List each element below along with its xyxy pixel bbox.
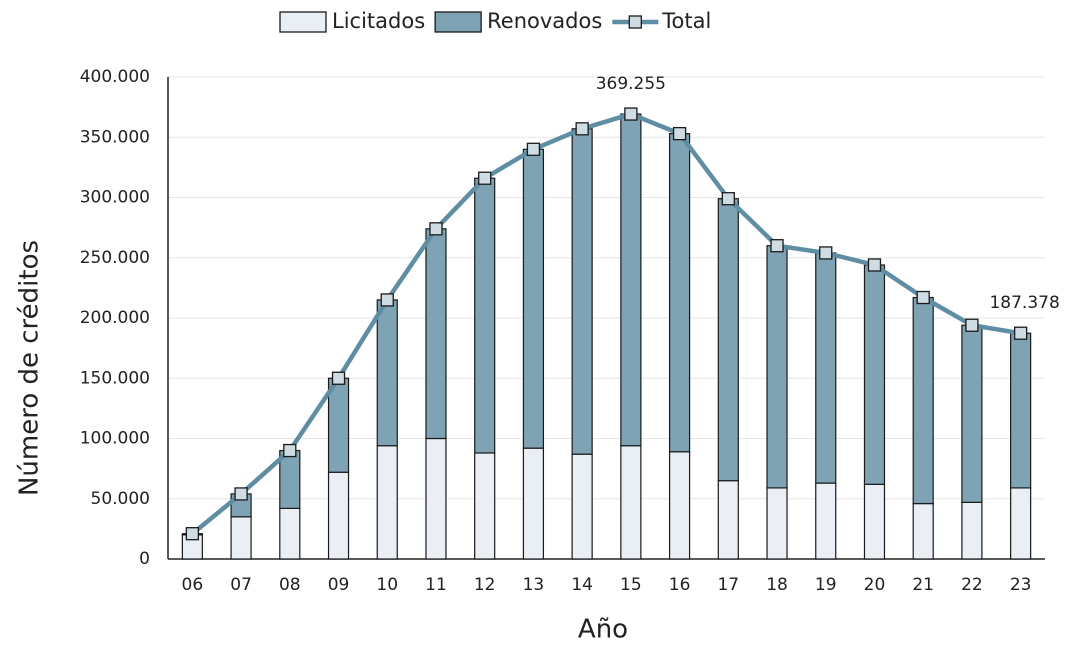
y-tick-label: 400.000	[80, 67, 150, 87]
bar-segment	[668, 133, 691, 453]
line-marker	[965, 318, 979, 332]
y-tick-label: 0	[139, 549, 150, 569]
legend-marker	[628, 15, 642, 29]
bar-segment	[425, 437, 447, 560]
bar-segment	[961, 501, 983, 560]
line-marker	[770, 239, 784, 253]
line-marker	[721, 192, 735, 206]
bar-segment	[766, 245, 788, 489]
line-marker	[526, 142, 541, 156]
bar-segment	[815, 482, 837, 560]
bar-segment	[230, 516, 252, 560]
x-tick-label: 22	[961, 575, 983, 595]
bar-segment	[717, 480, 739, 560]
bar-segment	[766, 487, 788, 560]
bar-segment	[474, 452, 496, 560]
x-tick-label: 11	[425, 575, 447, 595]
x-tick-label: 12	[474, 575, 496, 595]
bar-segment	[668, 451, 691, 560]
x-axis-title: Año	[578, 615, 628, 645]
bar-segment	[376, 299, 398, 447]
legend-swatch	[434, 11, 482, 33]
line-marker	[575, 122, 589, 136]
line-marker	[234, 487, 248, 501]
line-marker	[916, 290, 930, 305]
legend-label: Renovados	[487, 9, 602, 33]
bar-segment	[425, 228, 447, 440]
x-tick-label: 21	[912, 575, 934, 595]
x-tick-label: 23	[1010, 575, 1032, 595]
bar-segment	[1010, 487, 1032, 560]
y-tick-label: 350.000	[80, 127, 150, 147]
y-tick-label: 200.000	[80, 308, 150, 328]
bar-segment	[863, 483, 886, 560]
bar-segment	[912, 502, 934, 560]
bar-segment	[620, 113, 642, 447]
x-tick-label: 19	[815, 575, 837, 595]
value-label: 369.255	[596, 74, 666, 94]
x-tick-label: 09	[328, 575, 350, 595]
x-tick-label: 06	[182, 575, 204, 595]
bar-segment	[863, 264, 886, 485]
bar-segment	[571, 453, 593, 560]
y-tick-label: 100.000	[80, 429, 150, 449]
bar-segment	[961, 324, 983, 503]
x-tick-label: 17	[717, 575, 739, 595]
legend-label: Licitados	[332, 9, 425, 33]
legend-swatch	[279, 11, 327, 33]
bar-segment	[815, 252, 837, 484]
x-tick-label: 08	[279, 575, 301, 595]
y-axis-title: Número de créditos	[15, 240, 45, 496]
x-tick-label: 15	[620, 575, 642, 595]
x-tick-label: 20	[864, 575, 886, 595]
total-line	[190, 111, 1022, 536]
bar-segment	[620, 445, 642, 560]
x-tick-label: 18	[766, 575, 788, 595]
bar-segment	[717, 198, 739, 482]
bar-segment	[376, 445, 398, 560]
x-tick-label: 16	[669, 575, 691, 595]
bar-segment	[1010, 332, 1032, 489]
bar-segment	[474, 177, 496, 454]
line-marker	[867, 258, 882, 272]
x-tick-label: 13	[523, 575, 545, 595]
line-marker	[478, 171, 492, 185]
line-marker	[380, 293, 394, 307]
line-marker	[429, 222, 443, 236]
line-marker	[331, 371, 346, 385]
bar-segment	[571, 128, 593, 455]
x-tick-label: 07	[230, 575, 252, 595]
line-marker	[819, 246, 833, 260]
value-label: 187.378	[989, 293, 1059, 313]
line-marker	[185, 527, 200, 541]
x-tick-label: 14	[571, 575, 593, 595]
x-tick-label: 10	[376, 575, 398, 595]
line-marker	[624, 107, 638, 121]
legend-label: Total	[661, 9, 711, 33]
line-marker	[283, 443, 297, 458]
bar-segment	[522, 148, 545, 449]
bar-segment	[279, 507, 301, 560]
bar-segment	[912, 296, 934, 505]
bar-segment	[327, 471, 350, 560]
y-tick-label: 250.000	[80, 248, 150, 268]
line-marker	[672, 126, 687, 141]
y-tick-label: 50.000	[91, 489, 150, 509]
y-tick-label: 150.000	[80, 368, 150, 388]
line-marker	[1013, 326, 1028, 340]
bar-segment	[522, 447, 545, 560]
y-tick-label: 300.000	[80, 188, 150, 208]
